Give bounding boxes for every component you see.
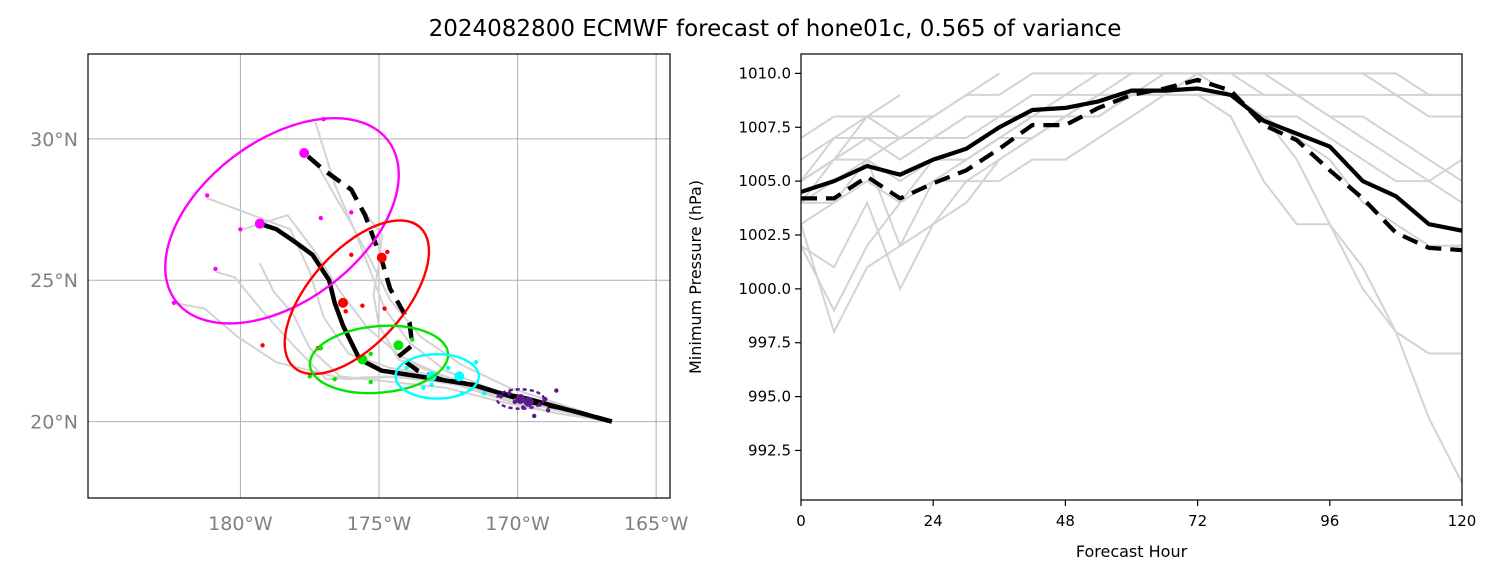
map-uncertainty-ellipse <box>164 117 400 325</box>
map-lat-tick-label: 25°N <box>30 270 78 292</box>
map-position-dot <box>421 385 426 390</box>
map-position-dot <box>507 391 512 396</box>
pressure-x-tick-label: 24 <box>924 512 943 530</box>
pressure-ensemble-line <box>801 94 901 139</box>
map-position-dot <box>332 377 337 382</box>
map-position-dot <box>554 388 559 393</box>
map-position-dot <box>260 343 265 348</box>
pressure-mean-line-solid <box>801 86 1462 233</box>
map-lon-tick-label: 180°W <box>208 513 273 535</box>
map-uncertainty-ellipse <box>394 353 480 400</box>
map-position-marker <box>299 147 310 158</box>
map-position-dot <box>343 309 348 314</box>
map-position-marker <box>376 252 387 263</box>
map-position-dot <box>213 266 218 272</box>
map-frame <box>87 53 671 499</box>
pressure-ensemble-line <box>801 93 1462 204</box>
map-lat-tick-label: 30°N <box>30 129 78 151</box>
map-position-dot <box>307 374 312 379</box>
map-position-dot <box>545 408 551 413</box>
pressure-ensemble-line <box>801 72 1462 182</box>
pressure-y-tick-label: 1000.0 <box>739 280 792 298</box>
map-position-dot <box>382 306 387 311</box>
pressure-y-tick-label: 992.5 <box>748 441 791 459</box>
map-position-dot <box>368 351 373 356</box>
map-ensemble-track <box>314 161 613 423</box>
map-mean-track-solid <box>259 221 613 424</box>
map-position-dot <box>473 360 479 365</box>
map-position-dot <box>404 365 409 371</box>
map-ensemble-track <box>258 262 612 423</box>
map-lon-tick-label: 165°W <box>624 513 689 535</box>
map-mean-track-dashed <box>302 151 613 424</box>
pressure-y-tick-label: 995.0 <box>748 388 791 406</box>
map-position-marker <box>337 297 348 308</box>
map-uncertainty-ellipse <box>283 219 431 376</box>
pressure-frame <box>800 53 1463 501</box>
pressure-x-axis-label: Forecast Hour <box>1076 542 1188 561</box>
map-position-marker <box>254 218 265 229</box>
pressure-x-tick-label: 48 <box>1056 512 1075 530</box>
map-position-dot <box>532 413 537 419</box>
pressure-x-tick-label: 72 <box>1188 512 1207 530</box>
map-position-dot <box>360 303 365 308</box>
map-position-dot <box>368 379 373 385</box>
pressure-plot-area <box>801 72 1462 484</box>
map-lon-tick-label: 175°W <box>347 513 412 535</box>
map-position-dot <box>349 252 354 257</box>
map-position-dot <box>446 365 451 371</box>
map-plot-area <box>88 54 670 498</box>
pressure-x-tick-label: 96 <box>1320 512 1339 530</box>
figure-title: 2024082800 ECMWF forecast of hone01c, 0.… <box>429 16 1122 42</box>
map-position-dot <box>318 215 323 221</box>
pressure-x-tick-label: 0 <box>796 512 806 530</box>
map-uncertainty-ellipse <box>308 324 450 395</box>
map-position-dot <box>482 391 487 396</box>
pressure-x-tick-label: 120 <box>1448 512 1477 530</box>
pressure-panel: 0 24 48 72 96 120 992.5 995.0 997.5 1000.0 1002.5 1… <box>686 53 1477 561</box>
pressure-y-axis-label: Minimum Pressure (hPa) <box>686 180 705 374</box>
map-position-dot <box>349 210 354 215</box>
map-position-dot <box>204 193 210 198</box>
map-position-dot <box>385 249 390 255</box>
map-lon-tick-label: 170°W <box>485 513 550 535</box>
pressure-y-tick-label: 1002.5 <box>739 226 792 244</box>
map-position-marker <box>523 396 534 407</box>
pressure-y-tick-label: 1007.5 <box>739 118 792 136</box>
map-position-dot <box>238 227 243 232</box>
map-position-marker <box>515 394 526 405</box>
map-position-marker <box>454 371 465 382</box>
pressure-y-tick-label: 1010.0 <box>739 64 792 82</box>
map-position-marker <box>393 340 404 351</box>
map-panel: 180°W 175°W 170°W 165°W 20°N 25°N 30°N <box>30 53 689 535</box>
pressure-y-tick-label: 1005.0 <box>739 172 792 190</box>
map-position-dot <box>410 337 415 342</box>
pressure-ensemble-line <box>801 93 1462 335</box>
map-lat-tick-label: 20°N <box>30 412 78 434</box>
map-uncertainty-ellipse <box>495 388 546 410</box>
pressure-y-tick-label: 997.5 <box>748 334 791 352</box>
pressure-mean-line-dashed <box>801 77 1462 253</box>
map-position-dot <box>429 382 434 388</box>
